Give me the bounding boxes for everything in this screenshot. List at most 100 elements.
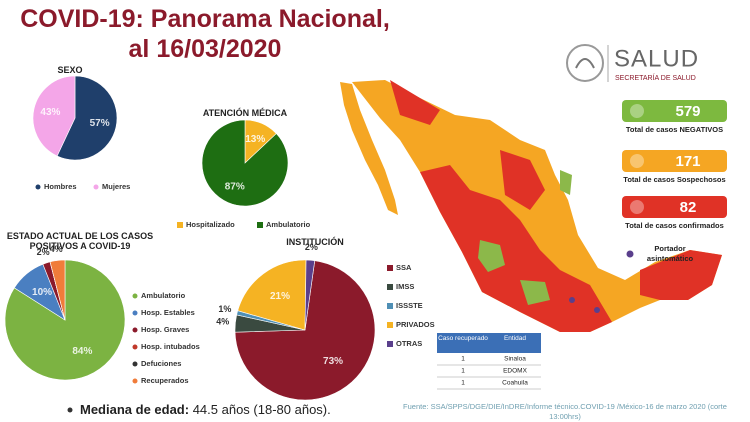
legend-swatch: [132, 378, 138, 384]
map-region: [340, 82, 398, 215]
map-region: [520, 280, 550, 305]
pie-slice: [49, 259, 66, 321]
table-cell: EDOMX: [503, 368, 528, 375]
map-region: [560, 170, 572, 195]
table-header-cell: Caso recuperado: [438, 335, 488, 342]
median-age: Mediana de edad: 44.5 años (18-80 años).: [80, 402, 331, 417]
table-cell: 1: [461, 368, 465, 375]
stat-icon: [630, 200, 644, 214]
data-label: 4%: [216, 317, 229, 327]
logo: SALUD SECRETARÍA DE SALUD: [566, 44, 699, 82]
source: Fuente: SSA/SPPS/DGE/DIE/InDRE/Informe t…: [403, 402, 727, 421]
legend-label: ISSSTE: [396, 301, 423, 310]
legend-swatch: [132, 344, 138, 350]
table-header: [437, 333, 541, 353]
map-region: [352, 80, 722, 332]
data-label: 21%: [270, 291, 290, 302]
map-region: [500, 150, 545, 210]
legend-swatch: [177, 222, 183, 228]
chart-title: ATENCIÓN MÉDICA: [202, 108, 288, 118]
legend-swatch: [257, 222, 263, 228]
legend-label: SSA: [396, 263, 412, 272]
legend-label: Ambulatorio: [141, 291, 186, 300]
data-label: 4%: [50, 244, 63, 254]
pie-slice: [56, 75, 118, 161]
legend-label: IMSS: [396, 282, 414, 291]
map-region: [640, 250, 722, 300]
map-marker: [594, 307, 600, 313]
pie-slice: [201, 119, 289, 207]
stat-icon: [630, 104, 644, 118]
logo-emblem: [566, 44, 604, 82]
legend-label: Hospitalizado: [186, 220, 235, 229]
data-label: 57%: [90, 118, 110, 129]
data-label: 73%: [323, 356, 343, 367]
data-label: 2%: [37, 247, 50, 257]
table-cell: Coahuila: [502, 380, 528, 387]
data-label: 13%: [245, 134, 265, 145]
legend-swatch: [132, 361, 138, 367]
note-marker: [626, 250, 634, 258]
data-label: 84%: [72, 346, 92, 357]
legend-swatch: [387, 303, 393, 309]
table-cell: Sinaloa: [504, 356, 526, 363]
data-label: 10%: [32, 287, 52, 298]
chart-title: SEXO: [57, 65, 83, 75]
map-region: [478, 240, 505, 272]
legend-label: OTRAS: [396, 339, 422, 348]
map: [340, 80, 722, 332]
legend-label: Mujeres: [102, 182, 130, 191]
data-label: 1%: [218, 304, 231, 314]
legend-swatch: [387, 322, 393, 328]
legend-label: Hosp. Graves: [141, 325, 189, 334]
stat-label: Total de casos NEGATIVOS: [625, 125, 724, 134]
logo-name: SALUD: [614, 45, 699, 72]
legend-swatch: [132, 293, 138, 299]
legend-label: Hombres: [44, 182, 77, 191]
map-region: [390, 80, 440, 125]
stat-box: [622, 196, 727, 218]
stat-box: [622, 100, 727, 122]
stat-icon: [630, 154, 644, 168]
legend-swatch: [93, 184, 99, 190]
legend-label: PRIVADOS: [396, 320, 435, 329]
pie-slice: [304, 259, 316, 331]
stat-value: 579: [675, 103, 700, 120]
logo-emblem: [575, 58, 595, 69]
legend-label: Defuciones: [141, 359, 181, 368]
median-label: Mediana de edad:: [80, 402, 190, 417]
map-marker: [569, 297, 575, 303]
stat-value: 82: [680, 199, 697, 216]
legend-label: Recuperados: [141, 376, 189, 385]
data-label: 87%: [225, 181, 245, 192]
map-region: [465, 125, 500, 160]
data-label: 2%: [305, 242, 318, 252]
table-header-cell: Entidad: [503, 335, 527, 342]
chart-title: ESTADO ACTUAL DE LOS CASOS POSITIVOS A C…: [6, 231, 154, 251]
legend-label: Ambulatorio: [266, 220, 311, 229]
legend-swatch: [387, 341, 393, 347]
bullet: [67, 407, 73, 413]
logo-subtitle: SECRETARÍA DE SALUD: [615, 73, 696, 82]
legend-swatch: [132, 310, 138, 316]
data-label: 43%: [40, 107, 60, 118]
legend-label: Hosp. Estables: [141, 308, 195, 317]
stat-box: [622, 150, 727, 172]
legend-label: Hosp. intubados: [141, 342, 200, 351]
pie-slice: [234, 260, 376, 401]
map-region: [420, 165, 612, 332]
pie-slice: [237, 259, 307, 331]
median-text: 44.5 años (18-80 años).: [192, 402, 331, 417]
pie-slice: [32, 75, 76, 157]
stat-label: Total de casos confirmados: [625, 221, 724, 230]
legend-swatch: [35, 184, 41, 190]
chart-title: INSTITUCIÓN: [286, 237, 344, 247]
stat-label: Total de casos Sospechosos: [623, 175, 726, 184]
table-cell: 1: [461, 380, 465, 387]
stat-value: 171: [675, 153, 700, 170]
note-label: Portador asintomático: [646, 244, 694, 263]
legend-swatch: [387, 265, 393, 271]
main-title: COVID-19: Panorama Nacional, al 16/03/20…: [20, 5, 390, 63]
